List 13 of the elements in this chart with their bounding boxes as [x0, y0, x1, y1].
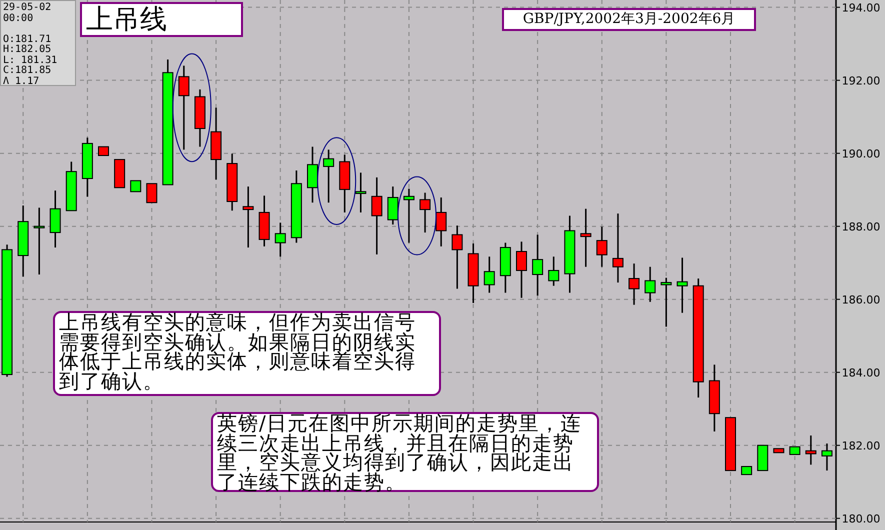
y-tick-label: 180.00 [842, 512, 880, 526]
y-tick-label: 190.00 [842, 147, 880, 160]
y-tick-label: 182.00 [842, 439, 880, 452]
y-tick-label: 194.00 [842, 1, 880, 14]
y-tick-label: 184.00 [842, 366, 880, 380]
y-tick-label: 188.00 [842, 220, 880, 234]
annotation: 上吊线有空头的意味，但作为卖出信号需要得到空头确认。如果隔日的阴线实体低于上吊线的实体，则意味着空头得到了确认。 [53, 310, 441, 396]
chart-title: 上吊线 [80, 2, 243, 37]
annotation: 29-05-02 00:00 O:181.71 H:182.05 L: 181.31 C:181.85 Λ 1.17 [0, 0, 76, 86]
text: GBP/JPY,2002年3月-2002年6月 [502, 8, 756, 31]
y-tick-label: 192.00 [842, 74, 880, 88]
y-tick-label: 186.00 [842, 293, 880, 306]
annotation: 英镑/日元在图中所示期间的走势里，连续三次走出上吊线，并且在隔日的走势里，空头意义均得到了确认，因此走出了连续下跌的走势。 [211, 411, 599, 494]
